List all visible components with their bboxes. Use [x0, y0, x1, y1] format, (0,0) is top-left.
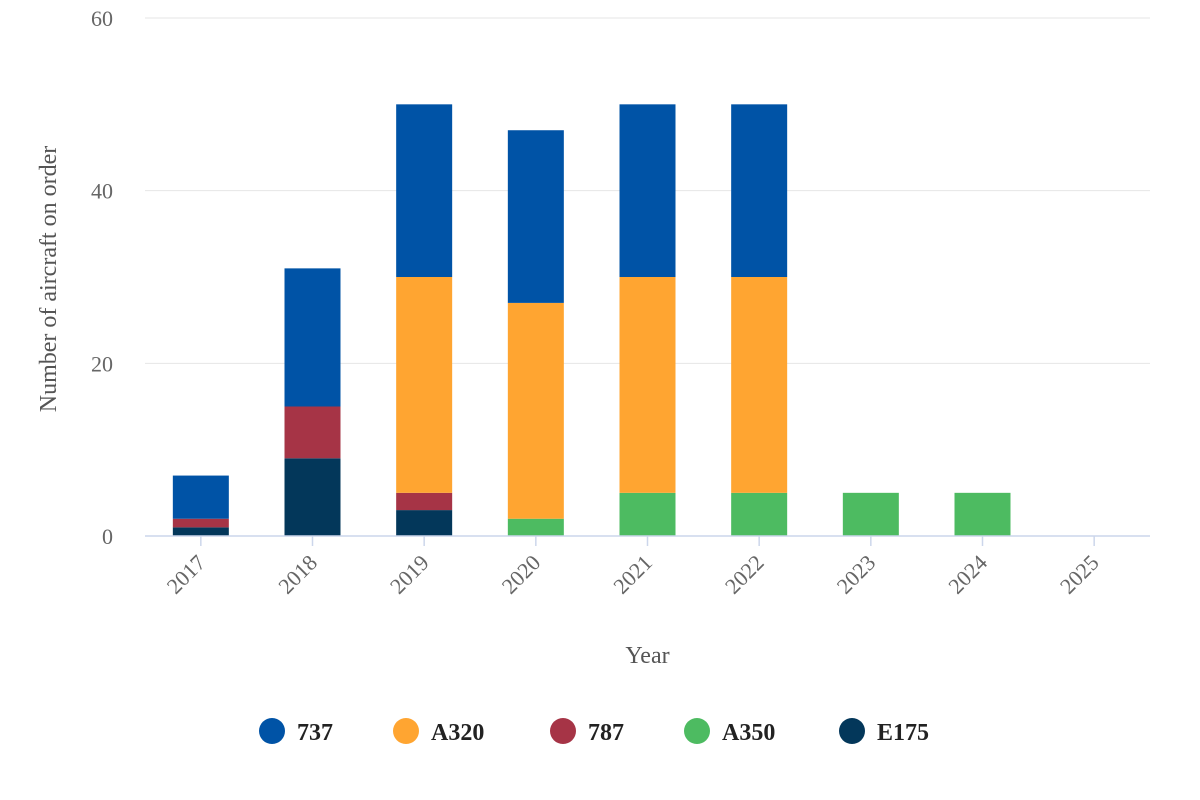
legend-item-a320[interactable]: A320 — [393, 718, 484, 746]
y-tick-label: 40 — [91, 179, 113, 204]
x-tick-label: 2019 — [385, 550, 434, 599]
bar-737-2022[interactable] — [731, 104, 788, 277]
legend-label: 737 — [297, 720, 333, 746]
x-axis-title: Year — [625, 643, 669, 669]
x-tick-label: 2025 — [1055, 550, 1104, 599]
legend-swatch — [684, 718, 710, 744]
y-axis-title: Number of aircraft on order — [36, 146, 62, 413]
x-tick-label: 2017 — [162, 550, 211, 599]
bar-737-2019[interactable] — [396, 104, 453, 277]
legend-item-737[interactable]: 737 — [259, 718, 333, 746]
legend-swatch — [839, 718, 865, 744]
x-tick-label: 2021 — [608, 550, 657, 599]
legend-label: E175 — [877, 720, 929, 746]
y-tick-label: 20 — [91, 351, 113, 376]
x-tick-label: 2022 — [720, 550, 769, 599]
bar-e175-2019[interactable] — [396, 510, 453, 536]
legend-swatch — [259, 718, 285, 744]
legend-label: A350 — [722, 720, 775, 746]
bar-a350-2024[interactable] — [954, 492, 1011, 536]
legend-swatch — [393, 718, 419, 744]
bar-737-2021[interactable] — [619, 104, 676, 277]
bar-737-2018[interactable] — [284, 268, 341, 407]
bar-a320-2020[interactable] — [507, 302, 564, 519]
legend-item-a350[interactable]: A350 — [684, 718, 775, 746]
bar-737-2020[interactable] — [507, 130, 564, 303]
legend-item-787[interactable]: 787 — [550, 718, 624, 746]
bar-a350-2020[interactable] — [507, 518, 564, 536]
x-tick-label: 2018 — [273, 550, 322, 599]
bar-787-2019[interactable] — [396, 492, 453, 511]
bar-a320-2021[interactable] — [619, 277, 676, 493]
legend-label: 787 — [588, 720, 624, 746]
bar-e175-2018[interactable] — [284, 458, 341, 536]
y-tick-label: 60 — [91, 6, 113, 31]
bar-737-2017[interactable] — [172, 475, 229, 519]
x-tick-label: 2023 — [832, 550, 881, 599]
bar-a350-2021[interactable] — [619, 492, 676, 536]
legend-swatch — [550, 718, 576, 744]
legend[interactable]: 737 A320 787 A350 E175 — [259, 718, 929, 746]
bar-a320-2019[interactable] — [396, 277, 453, 493]
y-tick-label: 0 — [102, 524, 113, 549]
x-tick-label: 2024 — [943, 550, 992, 599]
bar-787-2018[interactable] — [284, 406, 341, 459]
legend-item-e175[interactable]: E175 — [839, 718, 929, 746]
bar-a350-2022[interactable] — [731, 492, 788, 536]
bar-a350-2023[interactable] — [842, 492, 899, 536]
legend-label: A320 — [431, 720, 484, 746]
bars — [172, 104, 1011, 536]
bar-787-2017[interactable] — [172, 518, 229, 528]
x-tick-label: 2020 — [497, 550, 546, 599]
bar-a320-2022[interactable] — [731, 277, 788, 493]
bar-e175-2017[interactable] — [172, 527, 229, 536]
